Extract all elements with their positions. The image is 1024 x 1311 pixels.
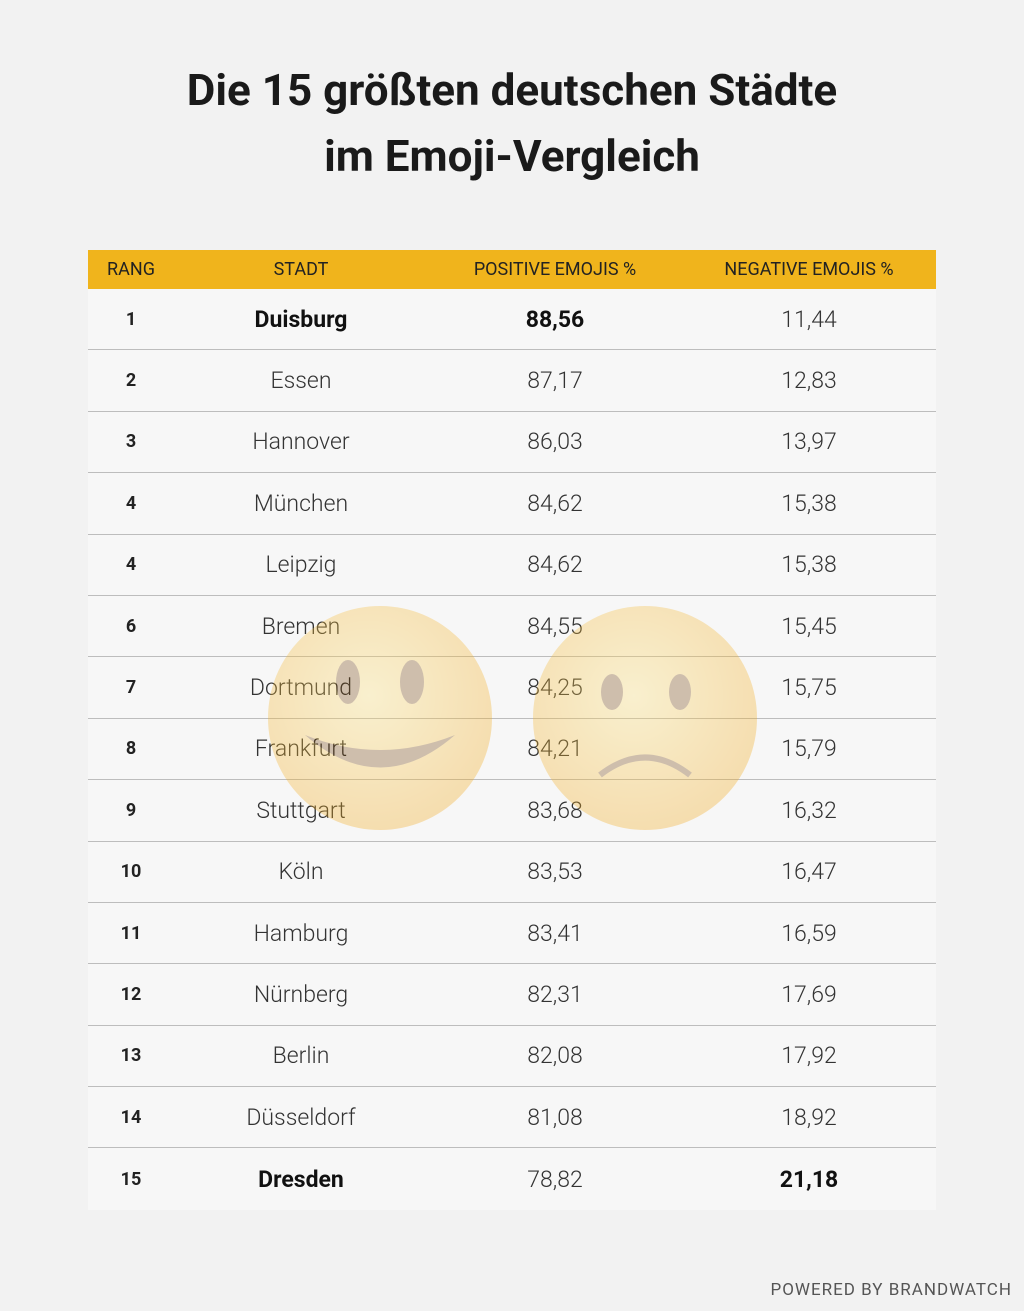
table-cell: Hamburg (253, 919, 349, 947)
table-cell: 83,41 (527, 919, 583, 947)
table-cell: 15,75 (781, 674, 837, 702)
table-cell: 86,03 (527, 428, 583, 456)
table-cell: 15,38 (781, 489, 837, 517)
column-header: STADT (273, 259, 329, 280)
table-cell: 17,69 (781, 980, 837, 1008)
table-cell: Duisburg (254, 305, 348, 333)
table-row: 1 Duisburg 88,56 11,44 (88, 289, 936, 351)
table-cell: 15,79 (781, 735, 837, 763)
table-row: 14 Düsseldorf 81,08 18,92 (88, 1087, 936, 1149)
table-cell: 21,18 (779, 1165, 839, 1193)
table-row: 9 Stuttgart 83,68 16,32 (88, 780, 936, 842)
table-cell: Düsseldorf (246, 1103, 356, 1131)
table-cell: 6 (125, 615, 137, 637)
table-cell: 4 (125, 492, 137, 514)
table-cell: 82,31 (527, 980, 583, 1008)
table-cell: 78,82 (527, 1165, 583, 1193)
table-cell: 15,38 (781, 551, 837, 579)
table-cell: 16,59 (781, 919, 837, 947)
table-cell: 14 (120, 1106, 142, 1128)
table-cell: Stuttgart (256, 796, 346, 824)
table-cell: 18,92 (781, 1103, 837, 1131)
table-cell: 84,21 (527, 735, 583, 763)
table-cell: 83,68 (527, 796, 583, 824)
table-cell: 17,92 (781, 1042, 837, 1070)
table-cell: 83,53 (527, 858, 583, 886)
table-cell: Dresden (258, 1165, 344, 1193)
table-cell: 2 (125, 370, 137, 392)
table-cell: 16,47 (781, 858, 837, 886)
footer: POWERED BY BRANDWATCH (770, 1280, 1012, 1300)
table-row: 8 Frankfurt 84,21 15,79 (88, 718, 936, 781)
table-cell: München (253, 489, 349, 517)
table-cell: 3 (125, 431, 137, 453)
table-cell: 84,62 (527, 551, 583, 579)
table-cell: 11 (120, 922, 142, 944)
table-cell: Bremen (261, 612, 341, 640)
column-header: RANG (107, 259, 155, 280)
table-row: 6 Bremen 84,55 15,45 (88, 595, 936, 658)
table-cell: 84,25 (527, 674, 583, 702)
table-cell: 7 (125, 677, 137, 699)
table-cell: 11,44 (781, 305, 837, 333)
table-cell: Frankfurt (254, 735, 348, 763)
table-cell: Berlin (272, 1042, 330, 1070)
table-cell: Köln (278, 858, 324, 886)
table-cell: Hannover (252, 428, 350, 456)
table-cell: 1 (125, 308, 137, 330)
table-cell: Nürnberg (253, 980, 349, 1008)
table-cell: 88,56 (525, 305, 585, 333)
table-cell: 82,08 (527, 1042, 583, 1070)
title-line: Die 15 größten deutschen Städte (186, 64, 838, 116)
table-cell: 84,55 (527, 612, 583, 640)
column-header: POSITIVE EMOJIS % (473, 259, 637, 280)
table-row: 10 Köln 83,53 16,47 (88, 841, 936, 903)
table-row: 15 Dresden 78,82 21,18 (88, 1148, 936, 1210)
table-cell: Essen (270, 367, 332, 395)
table-cell: 9 (125, 799, 137, 821)
table-cell: Leipzig (265, 551, 337, 579)
table-cell: 15 (120, 1168, 142, 1190)
table-cell: 13,97 (781, 428, 837, 456)
table-cell: 12,83 (781, 367, 837, 395)
table-cell: Dortmund (249, 674, 353, 702)
table-header: RANG STADT POSITIVE EMOJIS % NEGATIVE EMOJI… (88, 250, 936, 289)
table-row: 12 Nürnberg 82,31 17,69 (88, 964, 936, 1026)
table-cell: 87,17 (527, 367, 583, 395)
table-cell: 81,08 (527, 1103, 583, 1131)
table-cell: 15,45 (781, 612, 837, 640)
table-cell: 13 (120, 1045, 142, 1067)
table: RANG STADT POSITIVE EMOJIS % NEGATIVE EMOJI… (88, 250, 936, 1210)
table-cell: 8 (125, 738, 137, 760)
table-row: 3 Hannover 86,03 13,97 (88, 411, 936, 474)
table-cell: 16,32 (781, 796, 837, 824)
table-row: 4 Leipzig 84,62 15,38 (88, 534, 936, 596)
title-line: im Emoji-Vergleich (324, 130, 700, 182)
table-cell: 84,62 (527, 489, 583, 517)
table-row: 2 Essen 87,17 12,83 (88, 350, 936, 412)
table-cell: 10 (120, 861, 142, 883)
table-row: 4 München 84,62 15,38 (88, 473, 936, 535)
table-row: 11 Hamburg 83,41 16,59 (88, 902, 936, 965)
table-cell: 4 (125, 554, 137, 576)
table-row: 13 Berlin 82,08 17,92 (88, 1025, 936, 1088)
table-row: 7 Dortmund 84,25 15,75 (88, 657, 936, 719)
table-cell: 12 (120, 983, 142, 1005)
column-header: NEGATIVE EMOJIS % (724, 259, 894, 280)
